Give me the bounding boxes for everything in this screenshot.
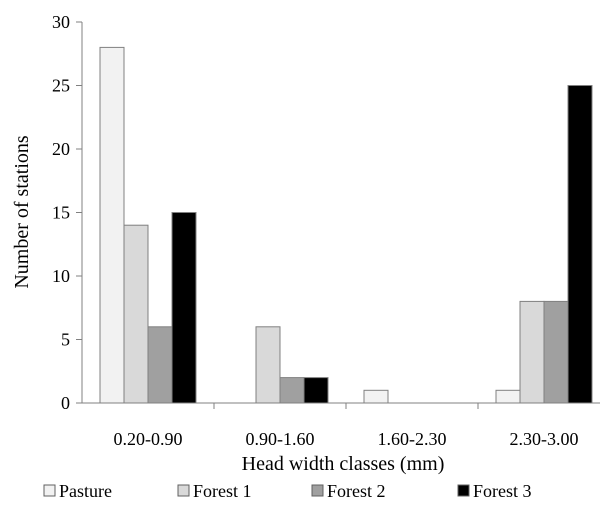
legend-swatch xyxy=(457,484,470,497)
legend-swatch xyxy=(43,484,56,497)
bar-forest-3 xyxy=(567,85,593,404)
bar-pasture xyxy=(99,46,125,404)
y-axis-ticks: 0 5 10 15 20 25 30 xyxy=(52,12,82,413)
legend-label: Pasture xyxy=(59,481,112,501)
bar-forest-1 xyxy=(255,326,281,404)
y-tick-label: 20 xyxy=(52,139,70,159)
bar-forest-2 xyxy=(279,377,305,404)
legend: Pasture Forest 1 Forest 2 Forest 3 xyxy=(43,481,532,501)
category-label: 0.20-0.90 xyxy=(114,429,183,449)
y-tick-label: 25 xyxy=(52,76,70,96)
x-axis-title: Head width classes (mm) xyxy=(242,453,445,475)
bar-pasture xyxy=(363,389,389,404)
y-tick-label: 30 xyxy=(52,12,70,32)
x-axis-ticks xyxy=(213,403,479,409)
bar-forest-3 xyxy=(171,212,197,404)
category-labels: 0.20-0.90 0.90-1.60 1.60-2.30 2.30-3.00 xyxy=(114,429,579,449)
legend-label: Forest 1 xyxy=(193,481,252,501)
bar-forest-1 xyxy=(123,224,149,404)
category-label: 0.90-1.60 xyxy=(246,429,315,449)
legend-swatch xyxy=(311,484,324,497)
category-label: 2.30-3.00 xyxy=(510,429,579,449)
bars xyxy=(99,46,593,404)
y-tick-label: 5 xyxy=(61,330,70,350)
bar-forest-3 xyxy=(303,377,329,404)
y-tick-label: 0 xyxy=(61,393,70,413)
legend-swatch xyxy=(177,484,190,497)
bar-forest-1 xyxy=(519,300,545,404)
bar-forest-2 xyxy=(543,300,569,404)
category-label: 1.60-2.30 xyxy=(378,429,447,449)
legend-label: Forest 3 xyxy=(473,481,532,501)
y-tick-label: 10 xyxy=(52,266,70,286)
legend-label: Forest 2 xyxy=(327,481,386,501)
y-axis-title-group: Number of stations xyxy=(11,135,33,289)
bar-pasture xyxy=(495,389,521,404)
y-axis-title: Number of stations xyxy=(11,135,33,289)
bar-forest-2 xyxy=(147,326,173,404)
y-tick-label: 15 xyxy=(52,203,70,223)
